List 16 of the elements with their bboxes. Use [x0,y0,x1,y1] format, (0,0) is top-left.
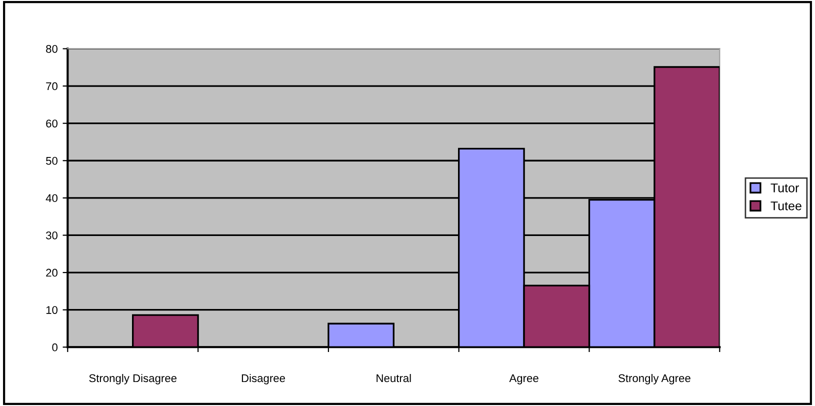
x-tick-label: Agree [509,374,538,384]
y-tick-label: 80 [46,44,58,53]
y-tick-label: 60 [46,120,58,128]
x-tick-label: Strongly Disagree [89,374,177,384]
y-tick-label: 20 [46,268,58,277]
x-tick-label: Strongly Agree [618,374,690,384]
x-tick-label: Disagree [242,374,285,384]
y-tick-label: 0 [52,343,58,352]
y-tick-label: 40 [46,194,58,202]
legend-label: Tutor [770,184,799,192]
y-tick-label: 30 [46,231,58,240]
x-tick-label: Neutral [376,374,411,382]
y-tick-label: 50 [46,156,58,165]
y-tick-label: 70 [46,82,58,90]
y-tick-label: 10 [46,306,58,314]
legend-label: Tutee [770,202,802,210]
